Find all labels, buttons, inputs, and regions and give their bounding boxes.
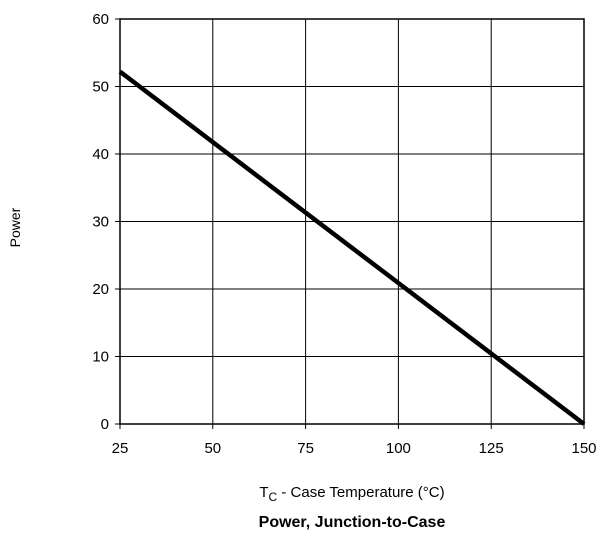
x-axis-label-main: T [259, 484, 268, 501]
y-tick-label: 10 [92, 349, 109, 366]
x-tick-label: 150 [571, 440, 596, 457]
x-tick-label: 125 [479, 440, 504, 457]
y-tick-labels: 0 10 20 30 40 50 60 [92, 11, 120, 433]
x-axis-label-subscript: C [269, 490, 278, 504]
grid-lines [120, 19, 584, 424]
y-tick-label: 20 [92, 281, 109, 298]
x-tick-labels: 25 50 75 100 125 150 [112, 424, 597, 457]
chart-title: Power, Junction-to-Case [259, 514, 446, 531]
x-axis-label: TC - Case Temperature (°C) [259, 484, 444, 504]
y-tick-label: 60 [92, 11, 109, 28]
x-tick-label: 75 [297, 440, 314, 457]
x-tick-label: 50 [204, 440, 221, 457]
series-line [118, 69, 586, 426]
series-layer [118, 69, 586, 426]
y-tick-label: 50 [92, 79, 109, 96]
y-tick-label: 30 [92, 214, 109, 231]
y-tick-label: 40 [92, 146, 109, 163]
y-axis-label: Power [7, 207, 23, 247]
y-tick-label: 0 [101, 416, 109, 433]
x-axis-label-rest: - Case Temperature (°C) [277, 484, 444, 501]
x-tick-label: 25 [112, 440, 129, 457]
x-tick-label: 100 [386, 440, 411, 457]
